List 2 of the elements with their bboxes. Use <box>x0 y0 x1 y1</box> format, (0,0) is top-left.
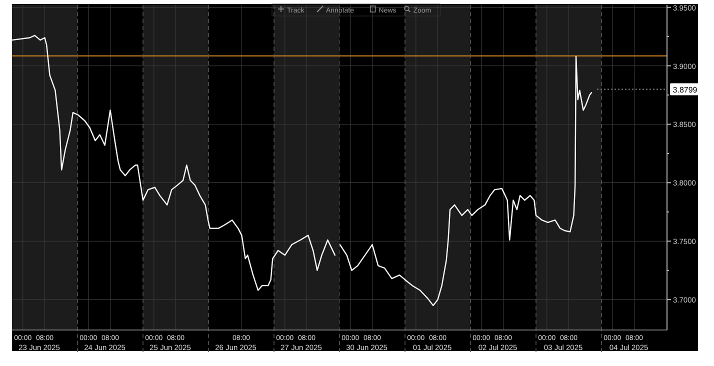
ref-line-label: 3.8799 <box>672 85 698 94</box>
line-series <box>339 56 592 306</box>
